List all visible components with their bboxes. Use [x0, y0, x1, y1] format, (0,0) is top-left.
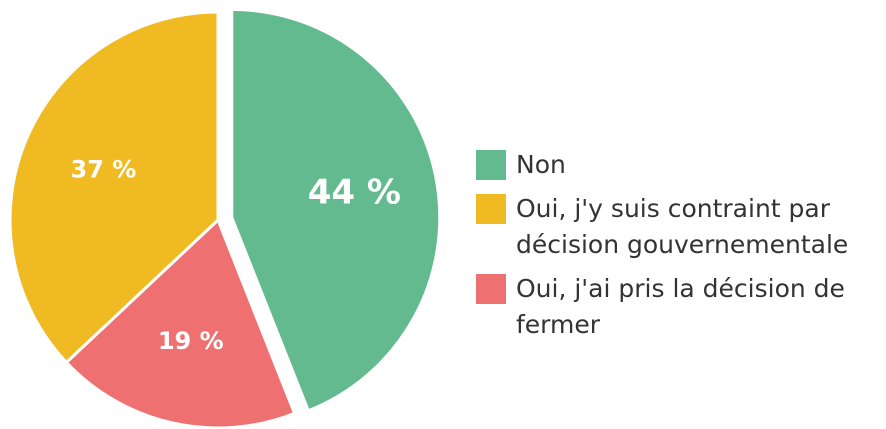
chart: 44 % 19 % 37 %	[8, 7, 442, 429]
legend-label: Oui, j'y suis contraint par décision gou…	[516, 194, 849, 259]
legend-label: Non	[516, 150, 566, 179]
pie-slice	[8, 10, 220, 365]
legend-item: Oui, j'y suis contraint par décision gou…	[476, 191, 881, 263]
data-label: 44 %	[308, 172, 401, 212]
legend-item: Non	[476, 147, 881, 183]
legend-item: Oui, j'ai pris la décision de fermer	[476, 271, 881, 343]
data-label: 19 %	[158, 327, 224, 355]
data-label: 37 %	[71, 155, 137, 183]
pie-slice	[230, 7, 442, 413]
legend: Non Oui, j'y suis contraint par décision …	[476, 147, 881, 351]
legend-swatch	[476, 150, 506, 180]
legend-swatch	[476, 194, 506, 224]
legend-swatch	[476, 274, 506, 304]
pie-slice	[64, 217, 297, 429]
legend-label: Oui, j'ai pris la décision de fermer	[516, 274, 845, 339]
